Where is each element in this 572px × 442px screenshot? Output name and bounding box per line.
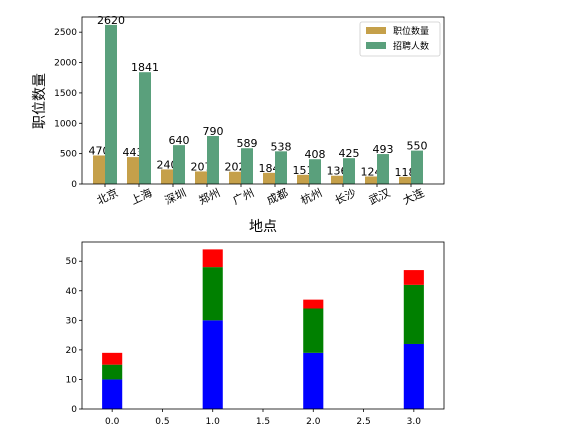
stacked-bar-segment-2-2 [303, 299, 324, 309]
data-label: 493 [373, 143, 394, 156]
x-tick-label: 0.5 [155, 417, 169, 427]
x-tick-label: 成都 [265, 186, 290, 207]
bar-hires-4 [241, 148, 253, 184]
y-tick-label: 2500 [54, 28, 77, 38]
stacked-bar-segment-2-3 [403, 270, 424, 285]
data-label: 151 [293, 164, 314, 177]
bar-positions-5 [263, 172, 275, 184]
y-tick-label: 50 [66, 257, 78, 267]
x-tick-label: 北京 [94, 185, 120, 207]
x-tick-label: 2.0 [306, 417, 321, 427]
data-label: 589 [237, 137, 258, 150]
bar-hires-6 [309, 159, 321, 184]
x-tick-label: 大连 [400, 185, 426, 207]
stacked-bar-segment-1-3 [403, 284, 424, 344]
y-tick-label: 0 [71, 405, 77, 415]
x-tick-label: 广州 [231, 186, 256, 207]
data-label: 408 [305, 148, 326, 161]
y-tick-label: 2000 [54, 59, 77, 69]
stacked-bar-segment-0-2 [303, 352, 324, 409]
x-tick-label: 1.5 [256, 417, 270, 427]
chart-bottom-stacked-bar: 0 10 20 30 40 50 0.0 0.5 1.0 1.5 2.0 2.5 3.0 [66, 241, 445, 427]
bar-hires-1 [139, 72, 151, 184]
bar-hires-7 [343, 158, 355, 184]
y-tick-label: 20 [66, 346, 78, 356]
data-label: 443 [123, 146, 144, 159]
legend-label-1: 招聘人数 [393, 40, 429, 52]
bar-positions-3 [195, 171, 207, 184]
x-tick-label: 杭州 [298, 185, 324, 207]
plot-frame [81, 241, 445, 410]
x-tick-label: 1.0 [206, 417, 221, 427]
y-axis-title: 职位数量 [32, 73, 48, 129]
bar-hires-8 [377, 154, 389, 184]
data-label: 550 [407, 140, 428, 153]
x-tick-label: 武汉 [367, 186, 392, 207]
stacked-bar-segment-0-3 [403, 343, 424, 409]
bar-hires-3 [207, 136, 219, 184]
data-label: 538 [271, 140, 292, 153]
stacked-bar-segment-2-0 [102, 352, 123, 365]
x-tick-label: 深圳 [163, 186, 188, 207]
x-tick-label: 上海 [128, 185, 154, 207]
x-tick-label: 长沙 [333, 186, 358, 207]
x-tick-label: 3.0 [407, 417, 422, 427]
bar-positions-4 [229, 171, 241, 184]
bar-positions-0 [93, 155, 105, 184]
chart-top-grouped-bar: 470 443 240 207 202 184 151 136 124 118 2620 1841 64… [32, 14, 445, 235]
stacked-bar-segment-1-0 [102, 364, 123, 380]
x-axis-title: 地点 [249, 219, 277, 235]
y-tick-label: 500 [60, 150, 77, 160]
stacked-bar-segment-1-1 [202, 267, 223, 321]
y-tick-label: 0 [71, 180, 77, 190]
bar-positions-2 [161, 169, 173, 184]
bar-positions-7 [331, 175, 343, 184]
legend-label-0: 职位数量 [393, 25, 429, 37]
y-tick-label: 10 [66, 375, 78, 385]
data-label: 136 [327, 165, 348, 178]
bar-positions-9 [399, 176, 411, 184]
data-label: 1841 [131, 61, 159, 74]
data-label: 124 [361, 165, 382, 178]
x-tick-label: 0.0 [105, 417, 120, 427]
data-label: 202 [225, 161, 246, 174]
data-label: 790 [203, 125, 224, 138]
bar-hires-9 [411, 150, 423, 184]
bar-positions-1 [127, 157, 139, 184]
data-label: 425 [339, 147, 360, 160]
data-label: 2620 [97, 14, 125, 27]
stacked-bar-segment-0-1 [202, 320, 223, 409]
data-label: 640 [169, 134, 190, 147]
data-label: 184 [259, 162, 280, 175]
data-label: 240 [157, 158, 178, 171]
x-tick-label: 2.5 [356, 417, 370, 427]
legend-swatch-1 [366, 42, 386, 49]
legend-swatch-0 [366, 27, 386, 34]
stacked-bar-segment-1-2 [303, 308, 324, 353]
y-tick-label: 30 [66, 316, 78, 326]
y-tick-label: 40 [66, 287, 78, 297]
bar-positions-8 [365, 176, 377, 184]
data-label: 207 [191, 160, 212, 173]
stacked-bar-segment-0-0 [102, 379, 123, 409]
y-tick-label: 1000 [54, 119, 77, 129]
bar-hires-5 [275, 151, 287, 184]
bar-hires-2 [173, 145, 185, 184]
y-tick-label: 1500 [54, 89, 77, 99]
data-label: 470 [89, 144, 110, 157]
bar-positions-6 [297, 174, 309, 184]
x-tick-label: 郑州 [196, 185, 222, 207]
bar-hires-0 [105, 24, 117, 184]
plot-frame [81, 16, 445, 185]
data-label: 118 [395, 166, 416, 179]
stacked-bar-segment-2-1 [202, 249, 223, 268]
